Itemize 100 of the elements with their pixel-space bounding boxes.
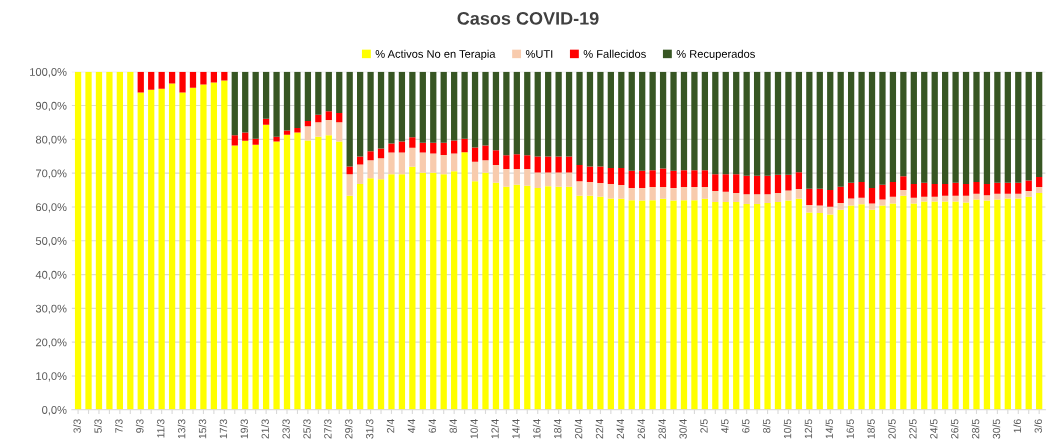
bar	[733, 193, 740, 202]
bar	[283, 71, 291, 131]
bar	[680, 187, 688, 201]
bar	[137, 71, 144, 93]
bar	[430, 172, 437, 410]
bar	[994, 71, 1001, 183]
bar	[973, 193, 980, 200]
bar	[806, 71, 813, 189]
bar	[827, 214, 834, 410]
bar	[419, 142, 426, 153]
bar	[827, 190, 834, 207]
bar	[555, 186, 562, 410]
bar	[701, 187, 709, 199]
bar	[722, 201, 729, 410]
bar	[597, 166, 604, 183]
bar	[430, 142, 437, 154]
bar	[858, 181, 865, 198]
bar	[597, 182, 604, 197]
bar	[534, 172, 541, 189]
bar	[848, 205, 855, 410]
bar	[1015, 182, 1022, 194]
bar	[430, 153, 437, 173]
bar	[628, 71, 635, 171]
bar	[827, 71, 834, 191]
bar	[179, 92, 186, 410]
bar	[618, 185, 625, 199]
bar	[994, 193, 1001, 200]
bar	[106, 71, 113, 410]
x-tick-label: 17/3	[219, 419, 228, 439]
bar	[889, 71, 897, 182]
bar	[565, 186, 573, 410]
bar	[503, 186, 510, 410]
bar	[900, 71, 907, 177]
bar	[294, 71, 301, 128]
bar	[524, 71, 531, 156]
bar	[95, 71, 103, 410]
bar	[795, 189, 803, 199]
bar	[973, 199, 980, 410]
bar	[148, 89, 155, 410]
bar	[806, 188, 813, 205]
bar	[910, 71, 917, 184]
bar	[691, 170, 698, 188]
bar	[231, 145, 238, 410]
bar	[273, 141, 280, 410]
bar	[482, 172, 489, 410]
bar	[942, 71, 949, 184]
bar	[513, 184, 520, 410]
bar	[795, 198, 803, 410]
x-tick-label: 24/4	[616, 419, 625, 439]
bar	[168, 71, 176, 84]
bar	[565, 172, 573, 187]
bar	[451, 140, 458, 154]
bar	[952, 182, 959, 196]
bar	[294, 132, 301, 410]
x-tick-label: 4/4	[407, 419, 416, 434]
bar	[461, 152, 468, 410]
y-tick-label: 0,0%	[42, 406, 67, 416]
x-tick-label: 14/4	[511, 419, 520, 439]
bar	[973, 181, 980, 194]
bar	[555, 172, 562, 187]
bar	[388, 152, 395, 175]
y-tick-label: 70,0%	[36, 169, 67, 179]
bar	[513, 71, 520, 155]
bar	[524, 169, 531, 186]
bar	[931, 201, 938, 410]
x-tick-label: 13/3	[177, 419, 186, 439]
bar	[889, 181, 897, 197]
bar	[910, 203, 917, 410]
bar	[409, 137, 416, 148]
bar	[858, 197, 865, 205]
bar	[398, 174, 406, 410]
bar	[879, 184, 886, 200]
bar	[962, 195, 970, 203]
bar	[649, 187, 656, 201]
bar	[639, 71, 646, 171]
bar	[701, 71, 709, 171]
bar	[325, 120, 332, 136]
bar	[503, 169, 510, 187]
bar	[670, 71, 677, 171]
bar	[900, 190, 907, 196]
bar	[952, 195, 959, 202]
x-tick-label: 16/5	[846, 419, 854, 439]
bar	[221, 80, 228, 410]
bar	[262, 118, 270, 125]
bar	[388, 174, 395, 410]
bar	[158, 88, 165, 410]
bar	[837, 186, 844, 203]
y-tick-label: 60,0%	[36, 203, 67, 213]
bar	[565, 156, 573, 173]
bar	[242, 132, 249, 141]
bar	[701, 170, 709, 188]
x-tick-label: 14/5	[825, 419, 834, 439]
legend-label: % Recuperados	[676, 49, 755, 61]
x-tick-label: 15/3	[198, 419, 207, 439]
bar	[336, 141, 343, 410]
bar	[315, 71, 322, 115]
bar	[868, 188, 876, 204]
bar	[388, 143, 395, 153]
bar	[534, 188, 541, 410]
bar	[304, 126, 312, 141]
